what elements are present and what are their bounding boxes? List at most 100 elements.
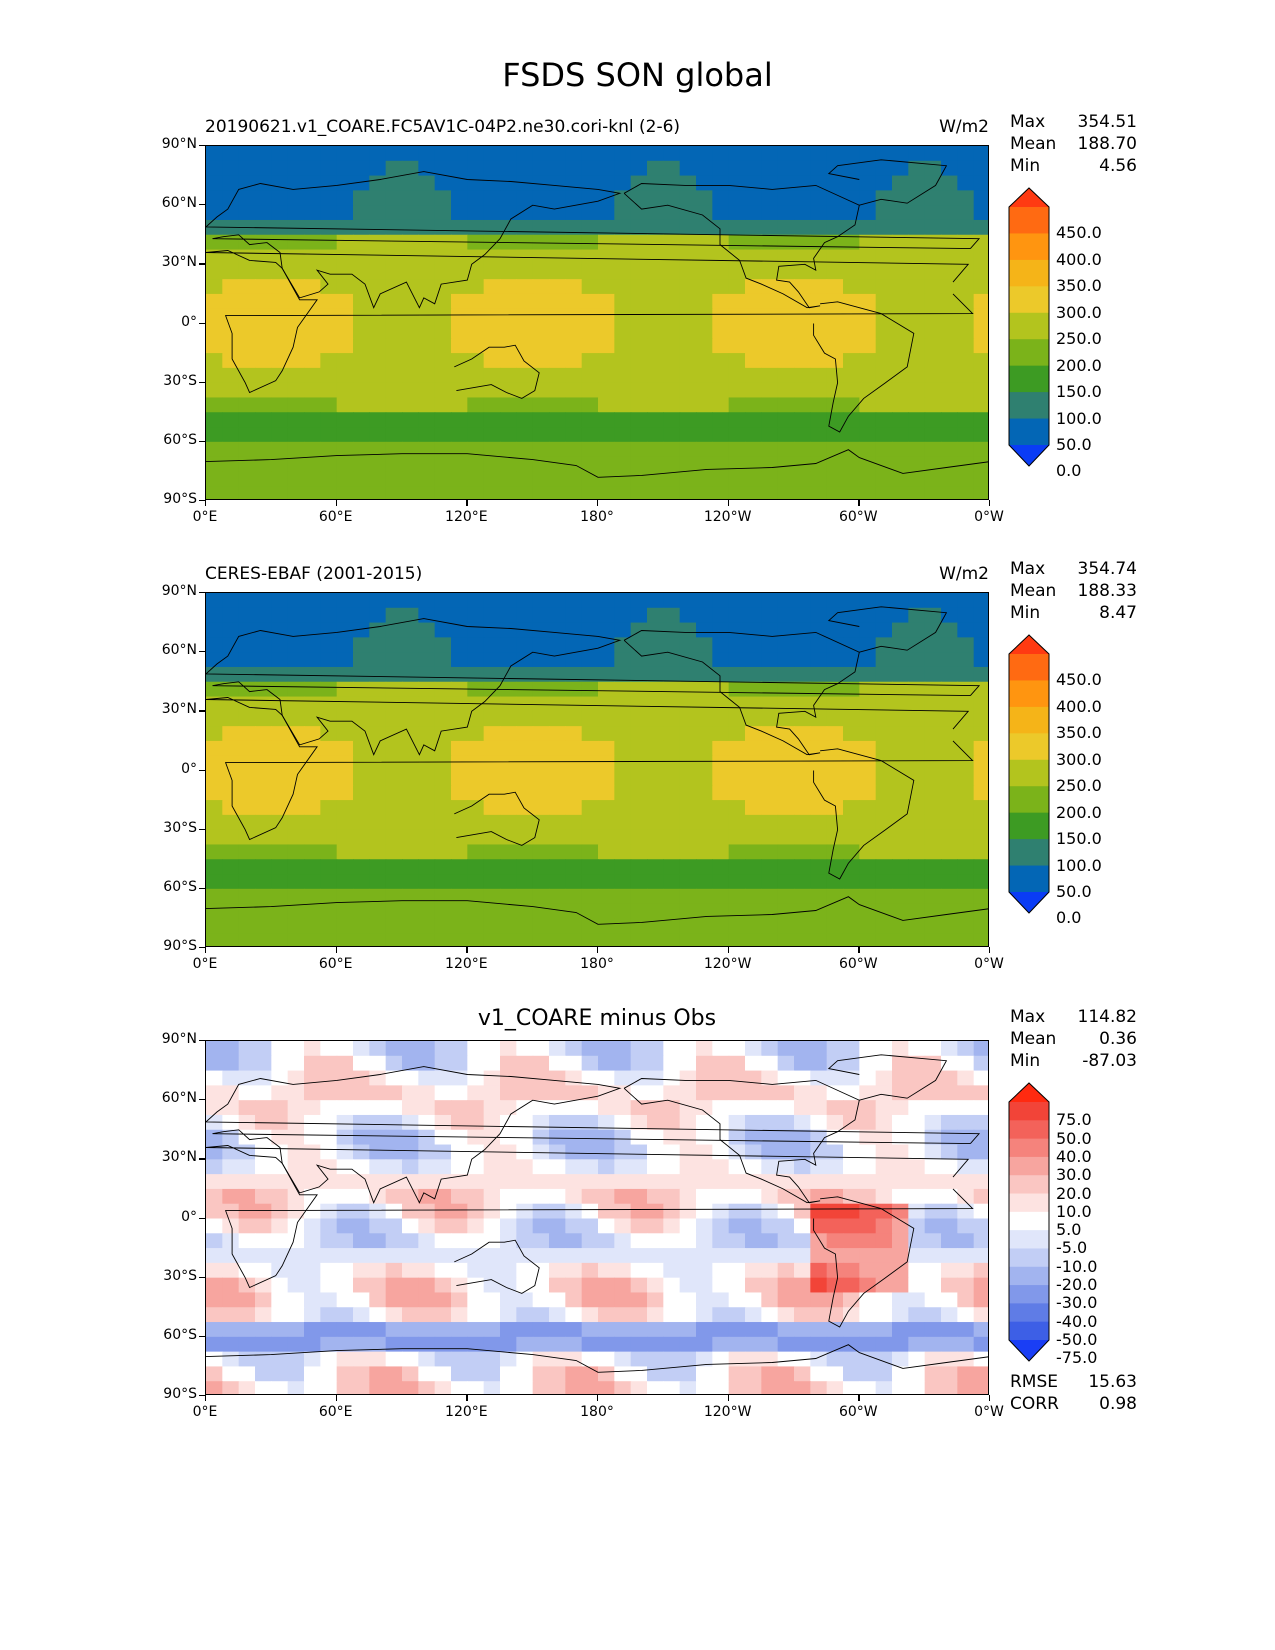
- field-cell: [696, 323, 713, 339]
- field-cell: [973, 637, 988, 653]
- field-cell: [369, 1351, 387, 1368]
- field-cell: [973, 160, 988, 177]
- field-cell: [271, 234, 289, 251]
- field-cell: [843, 1292, 860, 1308]
- field-cell: [565, 726, 583, 742]
- field-cell: [418, 412, 436, 428]
- field-cell: [549, 1085, 566, 1101]
- field-cell: [206, 1085, 223, 1101]
- field-cell: [238, 353, 256, 369]
- field-cell: [745, 903, 762, 920]
- field-cell: [532, 1085, 550, 1101]
- field-cell: [679, 918, 697, 934]
- field-cell: [500, 1159, 517, 1175]
- field-cell: [271, 175, 289, 191]
- field-cell: [255, 1277, 272, 1294]
- field-cell: [630, 1322, 648, 1338]
- field-cell: [255, 1041, 272, 1057]
- field-cell: [957, 486, 975, 499]
- field-cell: [287, 711, 305, 727]
- field-cell: [238, 190, 256, 206]
- field-cell: [222, 264, 240, 280]
- field-cell: [696, 205, 713, 221]
- field-cell: [206, 1070, 223, 1086]
- field-cell: [516, 903, 534, 920]
- field-cell: [369, 785, 387, 801]
- field-cell: [581, 412, 599, 428]
- field-cell: [385, 1336, 403, 1353]
- field-cell: [663, 637, 681, 653]
- field-cell: [353, 696, 370, 712]
- field-cell: [385, 441, 403, 458]
- field-cell: [728, 1085, 746, 1101]
- field-cell: [467, 711, 485, 727]
- field-cell: [663, 1085, 681, 1101]
- field-cell: [304, 622, 321, 638]
- field-cell: [924, 1381, 942, 1394]
- field-cell: [255, 1070, 272, 1086]
- field-cell: [630, 1262, 648, 1279]
- field-cell: [532, 1322, 550, 1338]
- field-cell: [696, 1114, 713, 1131]
- field-cell: [859, 800, 877, 816]
- field-cell: [434, 637, 452, 653]
- field-cell: [516, 367, 534, 384]
- field-cell: [598, 666, 615, 683]
- field-cell: [467, 1292, 485, 1308]
- field-cell: [679, 367, 697, 384]
- field-cell: [336, 918, 354, 934]
- field-cell: [238, 1144, 256, 1160]
- field-cell: [810, 1248, 828, 1264]
- field-cell: [794, 1188, 811, 1205]
- field-cell: [500, 637, 517, 653]
- field-cell: [304, 190, 321, 206]
- field-cell: [679, 1159, 697, 1175]
- field-cell: [777, 1188, 795, 1205]
- field-cell: [320, 353, 338, 369]
- field-cell: [467, 205, 485, 221]
- field-cell: [581, 696, 599, 712]
- field-cell: [549, 353, 566, 369]
- field-cell: [467, 1114, 485, 1131]
- field-cell: [434, 1188, 452, 1205]
- lat-tick-label: 0°: [181, 760, 197, 777]
- field-cell: [924, 1292, 942, 1308]
- field-cell: [663, 740, 681, 757]
- coastline: [206, 1145, 974, 1289]
- field-cell: [271, 486, 289, 499]
- field-cell: [483, 1070, 501, 1086]
- stat-mean-value: 188.70: [1077, 134, 1137, 154]
- field-cell: [402, 1159, 419, 1175]
- colorbar-segment: [1009, 839, 1049, 867]
- field-cell: [647, 471, 664, 487]
- field-cell: [810, 293, 828, 310]
- field-cell: [663, 933, 681, 946]
- field-cell: [679, 637, 697, 653]
- field-cell: [810, 814, 828, 831]
- field-cell: [581, 593, 599, 609]
- field-cell: [843, 829, 860, 846]
- field-cell: [696, 1336, 713, 1353]
- field-cell: [810, 696, 828, 712]
- field-cell: [255, 308, 272, 325]
- field-cell: [777, 1218, 795, 1234]
- field-cell: [826, 1351, 844, 1368]
- field-cell: [712, 353, 730, 369]
- field-cell: [875, 1233, 893, 1249]
- field-cell: [663, 308, 681, 325]
- field-cell: [728, 755, 746, 772]
- field-cell: [304, 1381, 321, 1394]
- field-cell: [516, 726, 534, 742]
- field-cell: [532, 800, 550, 816]
- field-cell: [810, 1366, 828, 1382]
- stat-mean-label: Mean: [1010, 134, 1057, 154]
- field-cell: [238, 726, 256, 742]
- lon-tick-mark: [858, 947, 860, 953]
- field-cell: [434, 1233, 452, 1249]
- field-cell: [712, 1292, 730, 1308]
- field-cell: [712, 829, 730, 846]
- field-cell: [761, 219, 779, 236]
- field-cell: [712, 234, 730, 251]
- field-cell: [532, 1041, 550, 1057]
- field-cell: [777, 1203, 795, 1220]
